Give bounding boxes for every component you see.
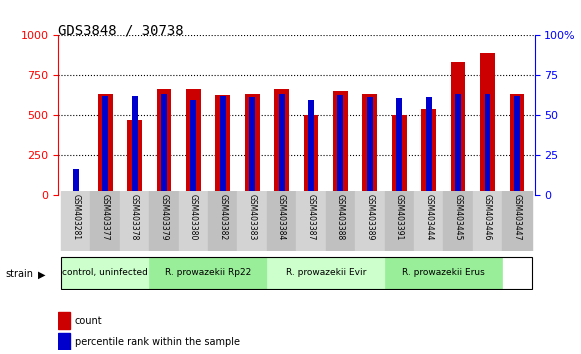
Bar — [149, 191, 179, 251]
Bar — [58, 333, 70, 350]
Bar — [238, 191, 267, 251]
Bar — [338, 95, 343, 195]
Bar — [421, 109, 436, 195]
Text: GSM403389: GSM403389 — [365, 194, 374, 241]
Text: GSM403281: GSM403281 — [71, 194, 80, 240]
Bar — [296, 191, 326, 251]
Bar — [455, 95, 461, 195]
Bar — [480, 53, 495, 195]
Bar — [396, 97, 402, 195]
Text: GSM403388: GSM403388 — [336, 194, 345, 240]
Bar — [149, 257, 267, 289]
Bar — [127, 120, 142, 195]
Bar — [485, 95, 490, 195]
Text: GSM403445: GSM403445 — [454, 194, 462, 241]
Text: GSM403379: GSM403379 — [159, 194, 168, 241]
Text: GSM403384: GSM403384 — [277, 194, 286, 241]
Bar — [186, 89, 200, 195]
Bar — [279, 95, 285, 195]
Text: strain: strain — [6, 269, 34, 279]
Bar — [132, 96, 138, 195]
Bar — [367, 97, 373, 195]
Bar — [363, 93, 377, 195]
Bar — [73, 169, 78, 195]
Bar — [61, 191, 91, 251]
Text: GSM403387: GSM403387 — [307, 194, 315, 241]
Bar — [392, 115, 407, 195]
Text: GSM403447: GSM403447 — [512, 194, 521, 241]
Bar — [208, 191, 238, 251]
Text: R. prowazekii Evir: R. prowazekii Evir — [285, 268, 366, 277]
Text: percentile rank within the sample: percentile rank within the sample — [75, 337, 240, 347]
Bar — [385, 191, 414, 251]
Text: count: count — [75, 316, 102, 326]
Bar — [514, 96, 520, 195]
Bar — [245, 93, 260, 195]
Bar — [385, 257, 502, 289]
Bar — [355, 191, 385, 251]
Text: GSM403391: GSM403391 — [394, 194, 404, 241]
Text: R. prowazekii Erus: R. prowazekii Erus — [402, 268, 485, 277]
Bar — [267, 191, 296, 251]
Bar — [98, 93, 113, 195]
Text: GSM403377: GSM403377 — [101, 194, 110, 241]
Bar — [473, 191, 502, 251]
Text: GSM403380: GSM403380 — [189, 194, 198, 241]
Bar — [308, 100, 314, 195]
Bar — [220, 96, 226, 195]
Text: GSM403382: GSM403382 — [218, 194, 227, 240]
Text: GSM403444: GSM403444 — [424, 194, 433, 241]
Bar — [414, 191, 443, 251]
Text: R. prowazekii Rp22: R. prowazekii Rp22 — [165, 268, 251, 277]
Bar — [510, 93, 524, 195]
Bar — [267, 257, 385, 289]
Text: GSM403446: GSM403446 — [483, 194, 492, 241]
Bar — [249, 97, 255, 195]
Bar — [179, 191, 208, 251]
Bar — [102, 96, 108, 195]
Bar — [91, 191, 120, 251]
Bar — [61, 257, 149, 289]
Bar — [333, 91, 348, 195]
Bar — [157, 89, 171, 195]
Bar — [426, 97, 432, 195]
Text: ▶: ▶ — [38, 269, 45, 279]
Bar — [69, 192, 83, 195]
Bar — [216, 95, 230, 195]
Bar — [451, 62, 465, 195]
Bar — [304, 115, 318, 195]
Bar — [161, 93, 167, 195]
Text: control, uninfected: control, uninfected — [62, 268, 148, 277]
Text: GSM403378: GSM403378 — [130, 194, 139, 241]
Bar — [120, 191, 149, 251]
Bar — [443, 191, 473, 251]
Bar — [58, 312, 70, 329]
Bar — [326, 191, 355, 251]
Text: GSM403383: GSM403383 — [248, 194, 257, 241]
Bar — [274, 89, 289, 195]
Text: GDS3848 / 30738: GDS3848 / 30738 — [58, 23, 184, 37]
Bar — [191, 100, 196, 195]
Bar — [502, 191, 532, 251]
